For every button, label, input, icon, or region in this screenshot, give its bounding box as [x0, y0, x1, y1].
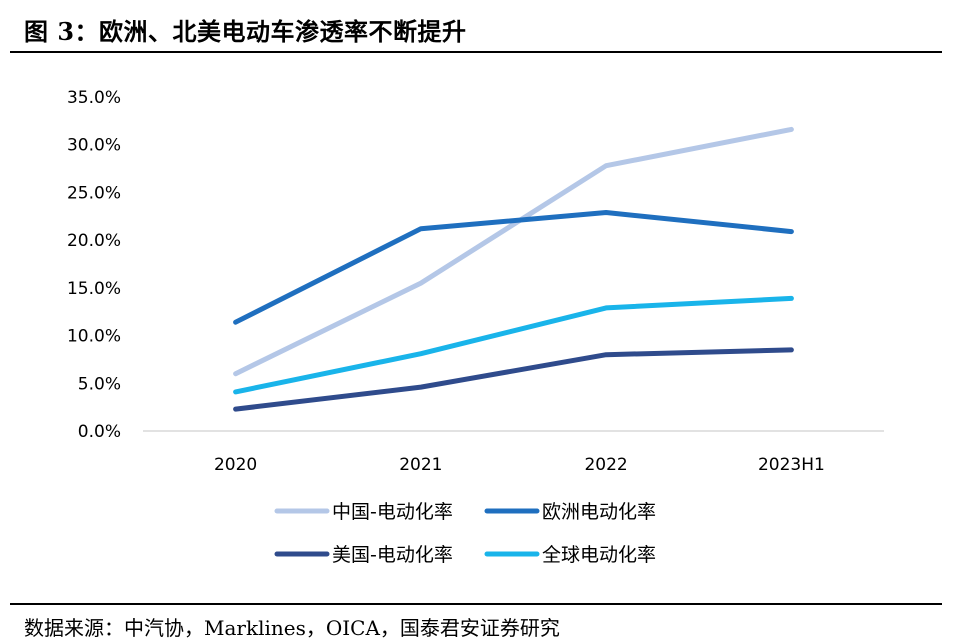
y-tick-label: 0.0%: [78, 422, 121, 442]
x-tick-label: 2020: [214, 455, 257, 475]
figure-header: 图 3：欧洲、北美电动车渗透率不断提升: [0, 0, 964, 54]
x-tick-label: 2021: [399, 455, 442, 475]
legend-label: 中国-电动化率: [332, 501, 453, 523]
data-source-note: 数据来源：中汽协，Marklines，OICA，国泰君安证券研究: [24, 616, 560, 640]
legend-label: 全球电动化率: [542, 544, 656, 566]
y-tick-label: 20.0%: [67, 231, 121, 251]
y-tick-label: 15.0%: [67, 279, 121, 299]
legend-label: 欧洲电动化率: [542, 501, 656, 523]
series-line-3: [233, 295, 794, 395]
series-line-1: [233, 210, 794, 325]
series-lines: [233, 126, 794, 412]
series-line-0: [233, 126, 794, 377]
series-line-2: [233, 347, 794, 412]
y-tick-label: 35.0%: [67, 88, 121, 108]
top-divider: [10, 51, 942, 53]
y-tick-label: 30.0%: [67, 136, 121, 156]
figure-title: 图 3：欧洲、北美电动车渗透率不断提升: [24, 17, 467, 46]
y-tick-label: 5.0%: [78, 374, 121, 394]
y-tick-label: 25.0%: [67, 183, 121, 203]
x-axis-tick-labels: 2020 2021 2022 2023H1: [214, 455, 825, 475]
legend-label: 美国-电动化率: [332, 544, 453, 566]
bottom-divider: [10, 603, 942, 605]
line-chart: 0.0% 5.0% 10.0% 15.0% 20.0% 25.0% 30.0% 35.0% 2…: [67, 88, 884, 566]
x-tick-label: 2023H1: [758, 455, 825, 475]
y-tick-label: 10.0%: [67, 327, 121, 347]
x-tick-label: 2022: [584, 455, 627, 475]
y-axis-tick-labels: 0.0% 5.0% 10.0% 15.0% 20.0% 25.0% 30.0% 35.0%: [67, 88, 121, 442]
chart-area: 0.0% 5.0% 10.0% 15.0% 20.0% 25.0% 30.0% 35.0% 2…: [0, 54, 964, 602]
